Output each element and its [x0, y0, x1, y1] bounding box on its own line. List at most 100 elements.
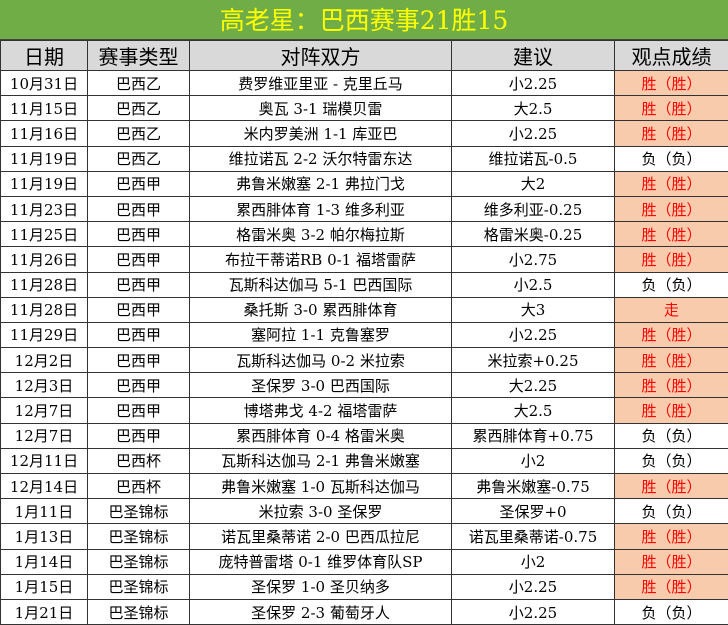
date-cell: 11月19日	[1, 146, 88, 171]
header-league: 赛事类型	[88, 41, 190, 71]
date-cell: 1月14日	[1, 549, 88, 574]
result-cell: 胜（胜）	[615, 398, 728, 423]
league-cell: 巴圣锦标	[88, 499, 190, 524]
date-cell: 11月26日	[1, 247, 88, 272]
match-cell: 庞特普雷塔 0-1 维罗体育队SP	[190, 549, 452, 574]
match-cell: 瓦斯科达伽马 0-2 米拉索	[190, 348, 452, 373]
tip-cell: 小2.25	[452, 599, 615, 624]
tip-cell: 大2	[452, 171, 615, 196]
tip-cell: 维拉诺瓦-0.5	[452, 146, 615, 171]
match-cell: 桑托斯 3-0 累西腓体育	[190, 297, 452, 322]
league-cell: 巴西乙	[88, 121, 190, 146]
tip-cell: 小2.75	[452, 247, 615, 272]
result-cell: 胜（胜）	[615, 196, 728, 221]
result-cell: 胜（胜）	[615, 247, 728, 272]
league-cell: 巴西甲	[88, 348, 190, 373]
league-cell: 巴西甲	[88, 297, 190, 322]
tip-cell: 小2.5	[452, 272, 615, 297]
result-cell: 负（负）	[615, 448, 728, 473]
date-cell: 11月19日	[1, 171, 88, 196]
result-cell: 胜（胜）	[615, 549, 728, 574]
league-cell: 巴圣锦标	[88, 549, 190, 574]
result-cell: 负（负）	[615, 423, 728, 448]
result-cell: 负（负）	[615, 599, 728, 624]
result-cell: 胜（胜）	[615, 574, 728, 599]
date-cell: 1月13日	[1, 524, 88, 549]
result-cell: 胜（胜）	[615, 71, 728, 96]
result-cell: 胜（胜）	[615, 373, 728, 398]
league-cell: 巴西甲	[88, 423, 190, 448]
date-cell: 1月21日	[1, 599, 88, 624]
tip-cell: 小2.25	[452, 322, 615, 347]
date-cell: 11月15日	[1, 96, 88, 121]
league-cell: 巴西乙	[88, 71, 190, 96]
result-cell: 走	[615, 297, 728, 322]
match-cell: 瓦斯科达伽马 5-1 巴西国际	[190, 272, 452, 297]
result-cell: 胜（胜）	[615, 322, 728, 347]
result-cell: 胜（胜）	[615, 222, 728, 247]
match-cell: 米内罗美洲 1-1 库亚巴	[190, 121, 452, 146]
result-cell: 负（负）	[615, 146, 728, 171]
header-date: 日期	[1, 41, 88, 71]
match-cell: 弗鲁米嫩塞 2-1 弗拉门戈	[190, 171, 452, 196]
match-cell: 奥瓦 3-1 瑞模贝雷	[190, 96, 452, 121]
league-cell: 巴西甲	[88, 322, 190, 347]
league-cell: 巴西甲	[88, 222, 190, 247]
tip-cell: 小2	[452, 549, 615, 574]
date-cell: 12月7日	[1, 398, 88, 423]
date-cell: 1月15日	[1, 574, 88, 599]
tip-cell: 大3	[452, 297, 615, 322]
date-cell: 12月11日	[1, 448, 88, 473]
date-cell: 11月28日	[1, 272, 88, 297]
match-cell: 费罗维亚里亚 - 克里丘马	[190, 71, 452, 96]
match-cell: 圣保罗 3-0 巴西国际	[190, 373, 452, 398]
result-cell: 胜（胜）	[615, 121, 728, 146]
league-cell: 巴西甲	[88, 196, 190, 221]
tip-cell: 小2.25	[452, 71, 615, 96]
date-cell: 11月29日	[1, 322, 88, 347]
match-cell: 塞阿拉 1-1 克鲁塞罗	[190, 322, 452, 347]
date-cell: 11月28日	[1, 297, 88, 322]
date-cell: 11月25日	[1, 222, 88, 247]
date-cell: 11月23日	[1, 196, 88, 221]
tip-cell: 小2	[452, 448, 615, 473]
header-row: 日期 赛事类型 对阵双方 建议 观点成绩	[1, 41, 728, 71]
page-title: 高老星：巴西赛事21胜15	[0, 0, 728, 40]
match-cell: 弗鲁米嫩塞 1-0 瓦斯科达伽马	[190, 474, 452, 499]
league-cell: 巴西乙	[88, 96, 190, 121]
tip-cell: 大2.25	[452, 373, 615, 398]
league-cell: 巴圣锦标	[88, 599, 190, 624]
tip-cell: 小2.25	[452, 121, 615, 146]
header-result: 观点成绩	[615, 41, 728, 71]
league-cell: 巴西甲	[88, 398, 190, 423]
header-tip: 建议	[452, 41, 615, 71]
result-cell: 胜（胜）	[615, 524, 728, 549]
result-cell: 胜（胜）	[615, 474, 728, 499]
date-cell: 12月7日	[1, 423, 88, 448]
league-cell: 巴西杯	[88, 474, 190, 499]
league-cell: 巴圣锦标	[88, 524, 190, 549]
result-cell: 负（负）	[615, 499, 728, 524]
match-cell: 累西腓体育 0-4 格雷米奥	[190, 423, 452, 448]
result-cell: 胜（胜）	[615, 96, 728, 121]
tip-cell: 大2.5	[452, 398, 615, 423]
league-cell: 巴西甲	[88, 272, 190, 297]
tip-cell: 米拉索+0.25	[452, 348, 615, 373]
league-cell: 巴西乙	[88, 146, 190, 171]
match-cell: 圣保罗 2-3 葡萄牙人	[190, 599, 452, 624]
header-match: 对阵双方	[190, 41, 452, 71]
